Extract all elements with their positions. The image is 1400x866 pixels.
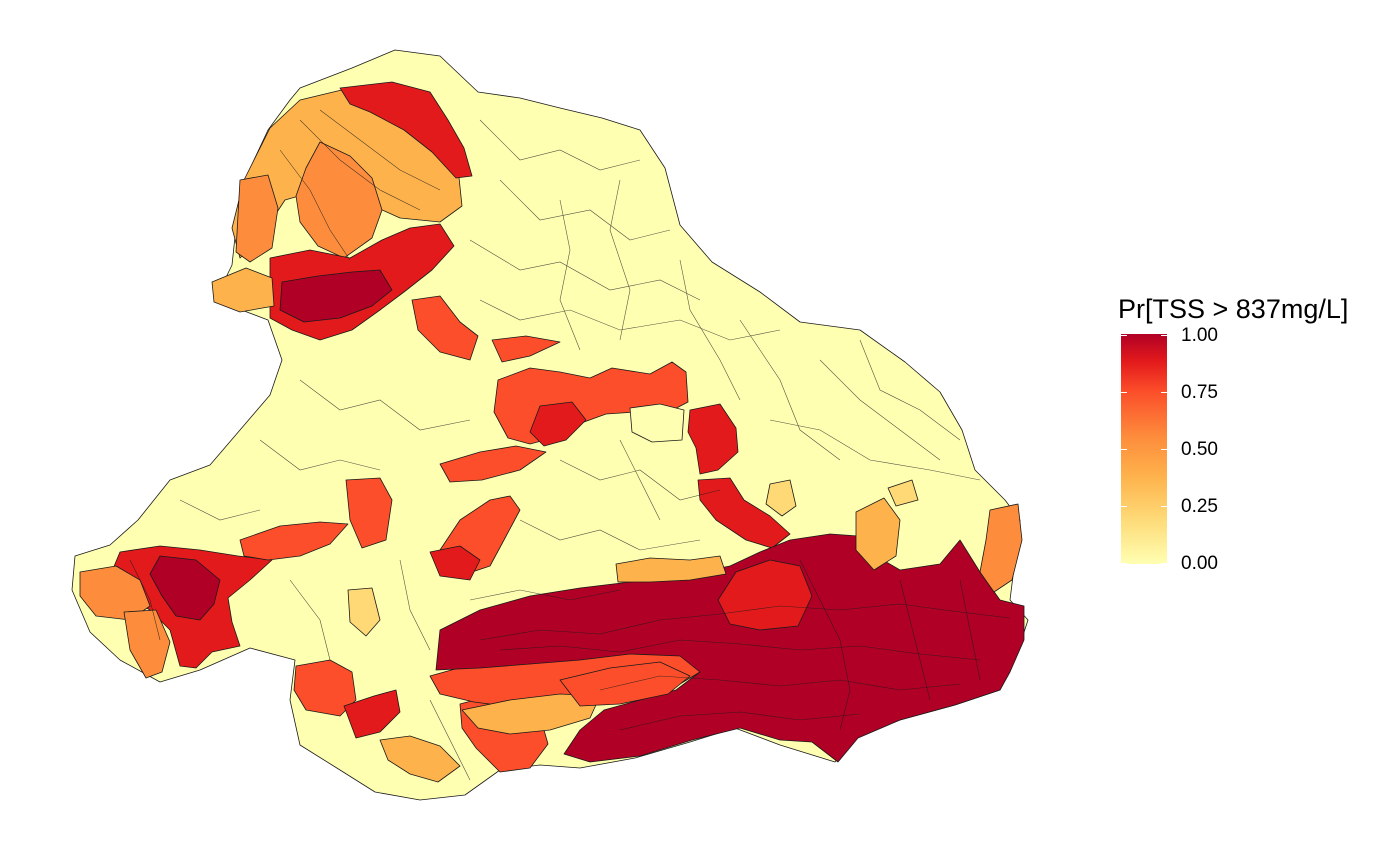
legend-tick-left [1121, 506, 1127, 507]
region-central-red-se [697, 477, 791, 549]
region-east-orange [855, 497, 901, 571]
region-south-light-belt [461, 693, 601, 735]
region-north-orange-small2 [491, 335, 561, 363]
region-south-darkred [435, 533, 1025, 763]
region-central-red-s3 [429, 545, 481, 581]
region-north-orange-west [235, 174, 279, 263]
legend-tick-right [1161, 392, 1167, 393]
region-north-darkred [279, 269, 393, 323]
legend-title: Pr[TSS > 837mg/L] [1118, 294, 1349, 324]
catchment-map [71, 49, 1029, 801]
region-central-stripe [439, 445, 547, 483]
legend-label-0-25: 0.25 [1181, 496, 1218, 517]
region-east-light2 [887, 479, 919, 507]
legend-tick-right [1161, 506, 1167, 507]
legend-label-1-00: 1.00 [1181, 325, 1218, 346]
region-west-stripe [239, 521, 349, 561]
region-west-darkred [149, 555, 221, 621]
region-sw-lightorange [379, 735, 461, 783]
region-east-light [765, 479, 797, 517]
legend-colorbar [1121, 334, 1167, 564]
legend-tick-left [1121, 563, 1127, 564]
legend-tick-right [1161, 335, 1167, 336]
region-south-orange-top [615, 555, 727, 583]
region-south-red-upper [717, 559, 813, 631]
region-east-orange2 [979, 503, 1023, 593]
region-central-light [629, 403, 685, 443]
legend-tick-left [1121, 449, 1127, 450]
legend-label-0-50: 0.50 [1181, 439, 1218, 460]
region-north-orange-small [411, 295, 479, 361]
region-west-orange2 [123, 609, 171, 679]
region-north-red-top [339, 81, 473, 179]
region-mid-light [347, 587, 381, 637]
legend-label-0-75: 0.75 [1181, 382, 1218, 403]
legend-tick-right [1161, 449, 1167, 450]
region-central-orange-south [345, 477, 393, 549]
map-polygons [71, 49, 1029, 801]
region-central-red [529, 401, 587, 447]
region-sw-red [343, 689, 401, 739]
region-north-small-orange [211, 267, 275, 313]
legend-tick-left [1121, 392, 1127, 393]
legend-tick-right [1161, 563, 1167, 564]
legend-label-0-00: 0.00 [1181, 553, 1218, 574]
legend-tick-left [1121, 335, 1127, 336]
region-central-red-east [687, 403, 739, 475]
catchment-boundaries [129, 109, 1011, 781]
